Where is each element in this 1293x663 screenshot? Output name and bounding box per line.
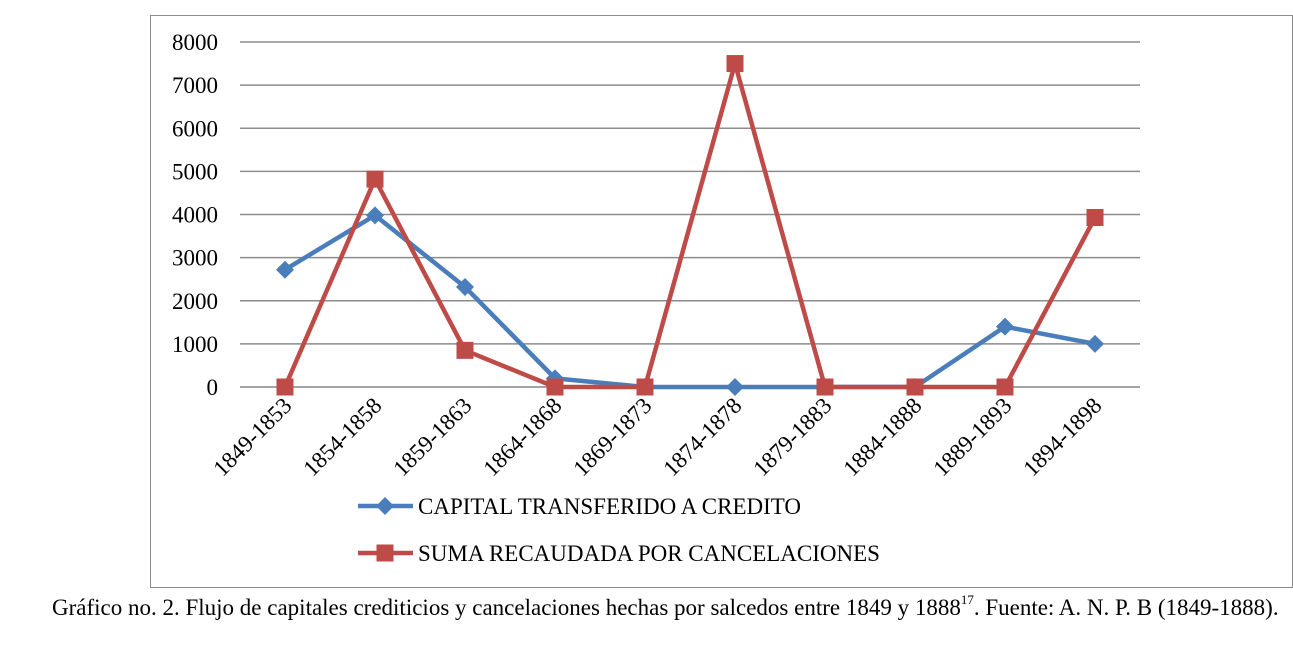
data-point-diamond: [996, 317, 1014, 336]
data-point-square: [456, 341, 474, 359]
legend-marker-diamond: [376, 497, 394, 515]
data-point-square: [996, 378, 1014, 396]
y-tick-label: 6000: [172, 116, 218, 141]
caption-text: Gráfico no. 2. Flujo de capitales credit…: [52, 595, 961, 620]
x-tick-label: 1854-1858: [298, 393, 386, 481]
x-tick-label: 1859-1863: [388, 393, 476, 481]
data-point-diamond: [726, 378, 744, 396]
data-point-diamond: [1086, 334, 1104, 353]
figure-caption: Gráfico no. 2. Flujo de capitales credit…: [52, 593, 1287, 622]
y-tick-label: 5000: [172, 159, 218, 184]
x-tick-label: 1864-1868: [478, 393, 566, 481]
legend-label-1: CAPITAL TRANSFERIDO A CREDITO: [418, 494, 801, 519]
data-point-square: [546, 378, 564, 396]
data-point-square: [726, 55, 744, 73]
y-tick-label: 3000: [172, 246, 218, 271]
y-tick-label: 7000: [172, 73, 218, 98]
series-line-1: [283, 213, 1096, 390]
legend-label-2: SUMA RECAUDADA POR CANCELACIONES: [418, 541, 880, 566]
x-tick-label: 1889-1893: [928, 393, 1016, 481]
data-point-diamond: [276, 260, 294, 279]
data-point-square: [1086, 209, 1104, 227]
x-tick-label: 1849-1853: [208, 393, 296, 481]
series-line-2: [282, 61, 1097, 390]
x-tick-label: 1879-1883: [748, 393, 836, 481]
data-point-diamond: [366, 206, 384, 225]
y-tick-label: 2000: [172, 289, 218, 314]
x-tick-label: 1869-1873: [568, 393, 656, 481]
data-point-square: [906, 378, 924, 396]
caption-footnote: 17: [960, 592, 974, 607]
caption-tail: . Fuente: A. N. P. B (1849-1888).: [973, 595, 1279, 620]
y-tick-label: 8000: [172, 30, 218, 55]
data-point-square: [366, 170, 384, 188]
y-tick-label: 1000: [172, 332, 218, 357]
data-point-square: [276, 378, 294, 396]
data-point-diamond: [456, 277, 474, 296]
y-tick-label: 0: [207, 375, 219, 400]
data-point-square: [636, 378, 654, 396]
legend-marker-square: [376, 544, 394, 562]
y-tick-label: 4000: [172, 203, 218, 228]
x-tick-label: 1874-1878: [658, 393, 746, 481]
x-tick-label: 1884-1888: [838, 393, 926, 481]
line-chart: 0 1000 2000 3000 4000 5000 6000 7000 8000 1849-18…: [172, 30, 1140, 566]
data-point-square: [816, 378, 834, 396]
x-tick-label: 1894-1898: [1018, 393, 1106, 481]
